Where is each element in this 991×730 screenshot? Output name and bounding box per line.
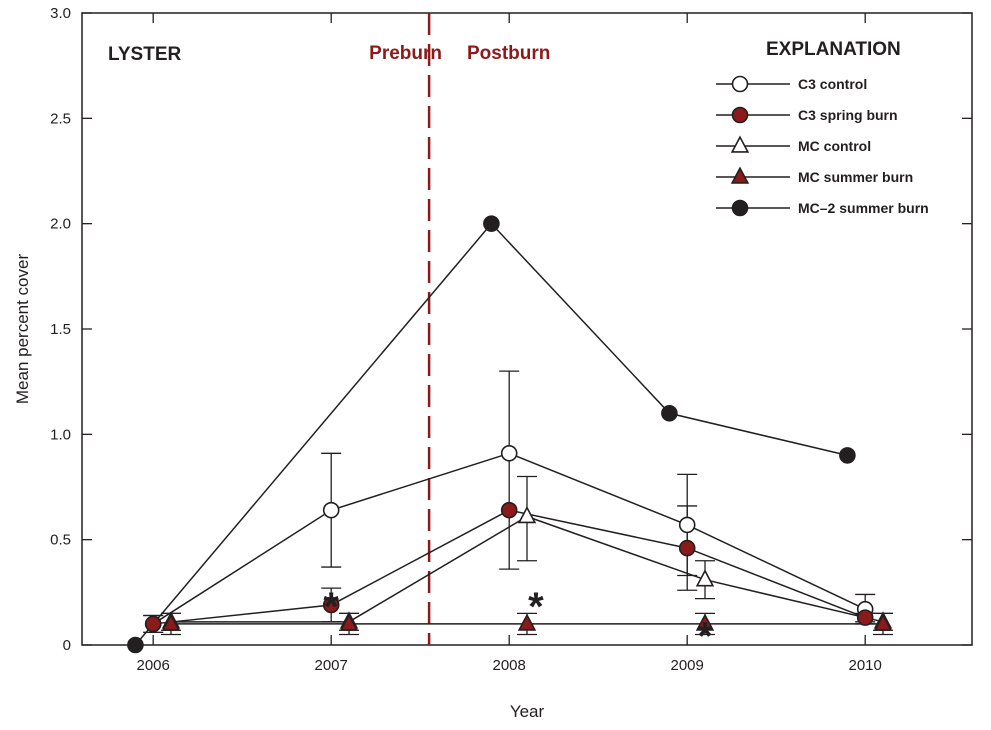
marker-c3-spring-burn: [322, 596, 340, 614]
preburn-label: Preburn: [369, 43, 442, 64]
marker-c3-control: [678, 516, 696, 534]
marker-mc-summer-burn: [517, 613, 537, 631]
axis-ticks: [82, 12, 972, 646]
legend-title: EXPLANATION: [766, 39, 901, 60]
legend-label: MC control: [798, 138, 871, 154]
marker-mc-2-summer-burn: [839, 447, 856, 464]
significance-asterisk: *: [697, 615, 713, 659]
y-tick-labels: 0 0.5 1.0 1.5 2.0 2.5 3.0: [50, 5, 71, 654]
y-tick-label: 1.0: [50, 426, 71, 443]
legend-marker: [730, 166, 750, 184]
y-axis-title: Mean percent cover: [13, 254, 32, 405]
marker-c3-spring-burn: [856, 609, 874, 626]
site-label: LYSTER: [108, 44, 181, 65]
x-tick-label: 2009: [671, 657, 704, 674]
marker-mc-summer-burn: [339, 613, 359, 631]
significance-annotations: * * *: [323, 585, 713, 658]
marker-c3-spring-burn: [678, 539, 696, 557]
legend: EXPLANATION C3 control C3 spring burn MC c…: [716, 39, 929, 217]
y-tick-label: 0: [63, 637, 71, 654]
marker-mc-summer-burn: [873, 613, 893, 631]
y-tick-label: 0.5: [50, 532, 71, 549]
x-tick-label: 2007: [315, 657, 348, 674]
legend-label: C3 control: [798, 76, 867, 92]
marker-mc-2-summer-burn: [483, 215, 500, 232]
marker-c3-spring-burn: [144, 615, 162, 633]
legend-marker: [731, 75, 749, 93]
significance-asterisk: *: [323, 585, 339, 629]
series-line-mc-2-summer-burn: [134, 222, 848, 646]
marker-c3-control: [500, 444, 518, 462]
legend-label: MC summer burn: [798, 169, 913, 185]
x-tick-label: 2010: [849, 657, 882, 674]
legend-marker: [730, 135, 750, 153]
marker-mc-summer-burn: [695, 613, 715, 631]
legend-marker: [731, 106, 749, 124]
y-tick-label: 2.0: [50, 216, 71, 233]
postburn-label: Postburn: [467, 43, 550, 64]
x-tick-labels: 2006 2007 2008 2009 2010: [137, 657, 882, 674]
x-tick-label: 2006: [137, 657, 170, 674]
y-tick-label: 2.5: [50, 110, 71, 127]
y-tick-label: 1.5: [50, 321, 71, 338]
y-tick-label: 3.0: [50, 5, 71, 22]
legend-label: C3 spring burn: [798, 107, 898, 123]
marker-mc-control: [517, 505, 537, 524]
legend-marker: [731, 199, 749, 217]
x-axis-title: Year: [510, 702, 545, 721]
marker-mc-summer-burn: [161, 613, 181, 631]
x-tick-label: 2008: [493, 657, 526, 674]
data-markers: [127, 215, 893, 654]
marker-mc-control: [695, 569, 715, 587]
legend-label: MC–2 summer burn: [798, 200, 929, 216]
significance-asterisk: *: [528, 585, 544, 629]
marker-c3-control: [322, 501, 340, 519]
marker-mc-2-summer-burn: [661, 404, 678, 422]
marker-mc-2-summer-burn: [127, 636, 144, 654]
marker-c3-spring-burn: [500, 501, 518, 519]
